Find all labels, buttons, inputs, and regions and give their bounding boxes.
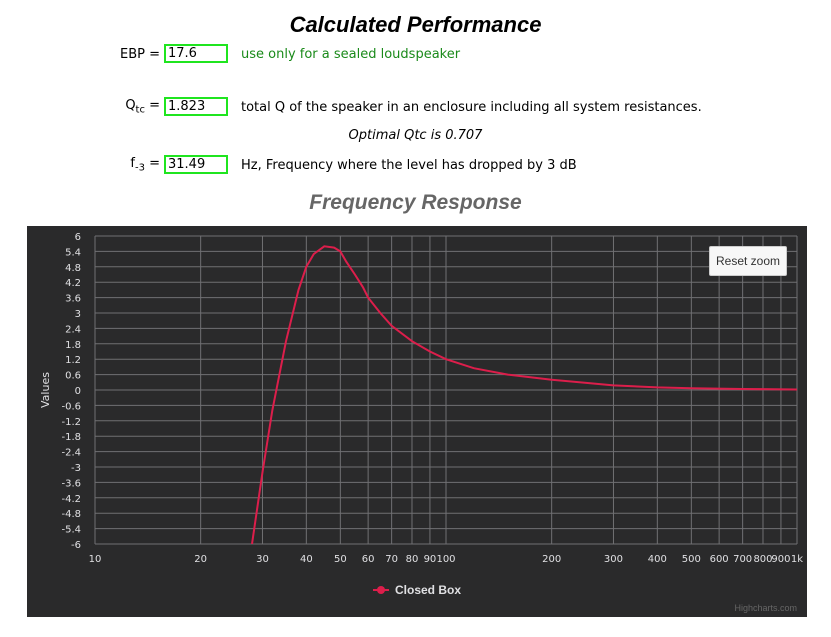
y-tick-label: -0.6 (61, 401, 81, 412)
qtc-label-sub: tc (135, 104, 145, 116)
x-tick-label: 80 (406, 554, 419, 565)
frequency-response-chart[interactable]: 6 5.4 4.8 4.2 3.6 3 2.4 1.8 1.2 0.6 0 -0.6 -1.2 -1.8 -… (27, 226, 807, 617)
f3-label-eq: = (144, 156, 160, 171)
x-tick-label: 50 (334, 554, 347, 565)
y-tick-label: -4.8 (61, 509, 81, 520)
x-tick-label: 300 (604, 554, 623, 565)
ebp-field[interactable] (164, 44, 228, 63)
x-tick-label: 200 (542, 554, 561, 565)
page-title: Calculated Performance (289, 12, 542, 37)
reset-zoom-button[interactable]: Reset zoom (709, 246, 787, 276)
legend-label: Closed Box (395, 583, 461, 597)
y-tick-label: 3.6 (65, 294, 81, 305)
chart-title: Frequency Response (309, 191, 522, 214)
qtc-label: Qtc = (100, 98, 160, 116)
y-axis-title: Values (39, 372, 52, 408)
qtc-description: total Q of the speaker in an enclosure i… (241, 100, 702, 115)
x-tick-label: 100 (436, 554, 455, 565)
x-tick-label: 600 (710, 554, 729, 565)
series-line-closed-box (251, 245, 798, 545)
x-tick-label: 400 (648, 554, 667, 565)
x-tick-label: 10 (89, 554, 102, 565)
grid-lines (94, 235, 798, 545)
x-tick-label: 30 (256, 554, 269, 565)
y-tick-label: 0 (75, 386, 81, 397)
optimal-qtc-note: Optimal Qtc is 0.707 (348, 128, 483, 143)
f3-field[interactable] (164, 155, 228, 174)
f3-label: f-3 = (100, 156, 160, 174)
y-tick-label: -3.6 (61, 478, 81, 489)
y-tick-label: 6 (75, 232, 81, 243)
ebp-label: EBP = (120, 47, 160, 62)
x-tick-label: 800 (753, 554, 772, 565)
f3-description: Hz, Frequency where the level has droppe… (241, 158, 577, 173)
y-tick-label: -3 (71, 463, 81, 474)
y-tick-label: -5.4 (61, 525, 81, 536)
x-tick-label: 60 (362, 554, 375, 565)
y-tick-label: -6 (71, 540, 81, 551)
x-tick-label: 500 (682, 554, 701, 565)
y-tick-label: 4.2 (65, 278, 81, 289)
y-tick-label: 1.8 (65, 340, 81, 351)
y-tick-label: 1.2 (65, 355, 81, 366)
qtc-label-main: Q (125, 98, 136, 113)
y-tick-label: 0.6 (65, 371, 81, 382)
y-tick-label: 3 (75, 309, 81, 320)
x-tick-label: 1k (791, 554, 803, 565)
x-tick-label: 40 (300, 554, 313, 565)
y-tick-label: 4.8 (65, 263, 81, 274)
y-tick-label: -4.2 (61, 494, 81, 505)
chart-background (27, 226, 807, 617)
y-tick-label: -1.2 (61, 417, 81, 428)
ebp-description: use only for a sealed loudspeaker (241, 47, 461, 62)
y-tick-label: -1.8 (61, 432, 81, 443)
f3-label-sub: -3 (134, 162, 145, 174)
chart-credits: Highcharts.com (734, 603, 797, 613)
qtc-label-eq: = (144, 98, 160, 113)
y-tick-label: 5.4 (65, 247, 81, 258)
y-tick-label: -2.4 (61, 448, 81, 459)
f3-label-main: f (130, 156, 135, 171)
x-tick-label: 70 (385, 554, 398, 565)
x-tick-label: 900 (771, 554, 790, 565)
y-tick-label: 2.4 (65, 324, 81, 335)
qtc-field[interactable] (164, 97, 228, 116)
x-tick-label: 700 (733, 554, 752, 565)
legend-marker (377, 586, 385, 594)
x-tick-label: 90 (424, 554, 437, 565)
x-tick-label: 20 (194, 554, 207, 565)
